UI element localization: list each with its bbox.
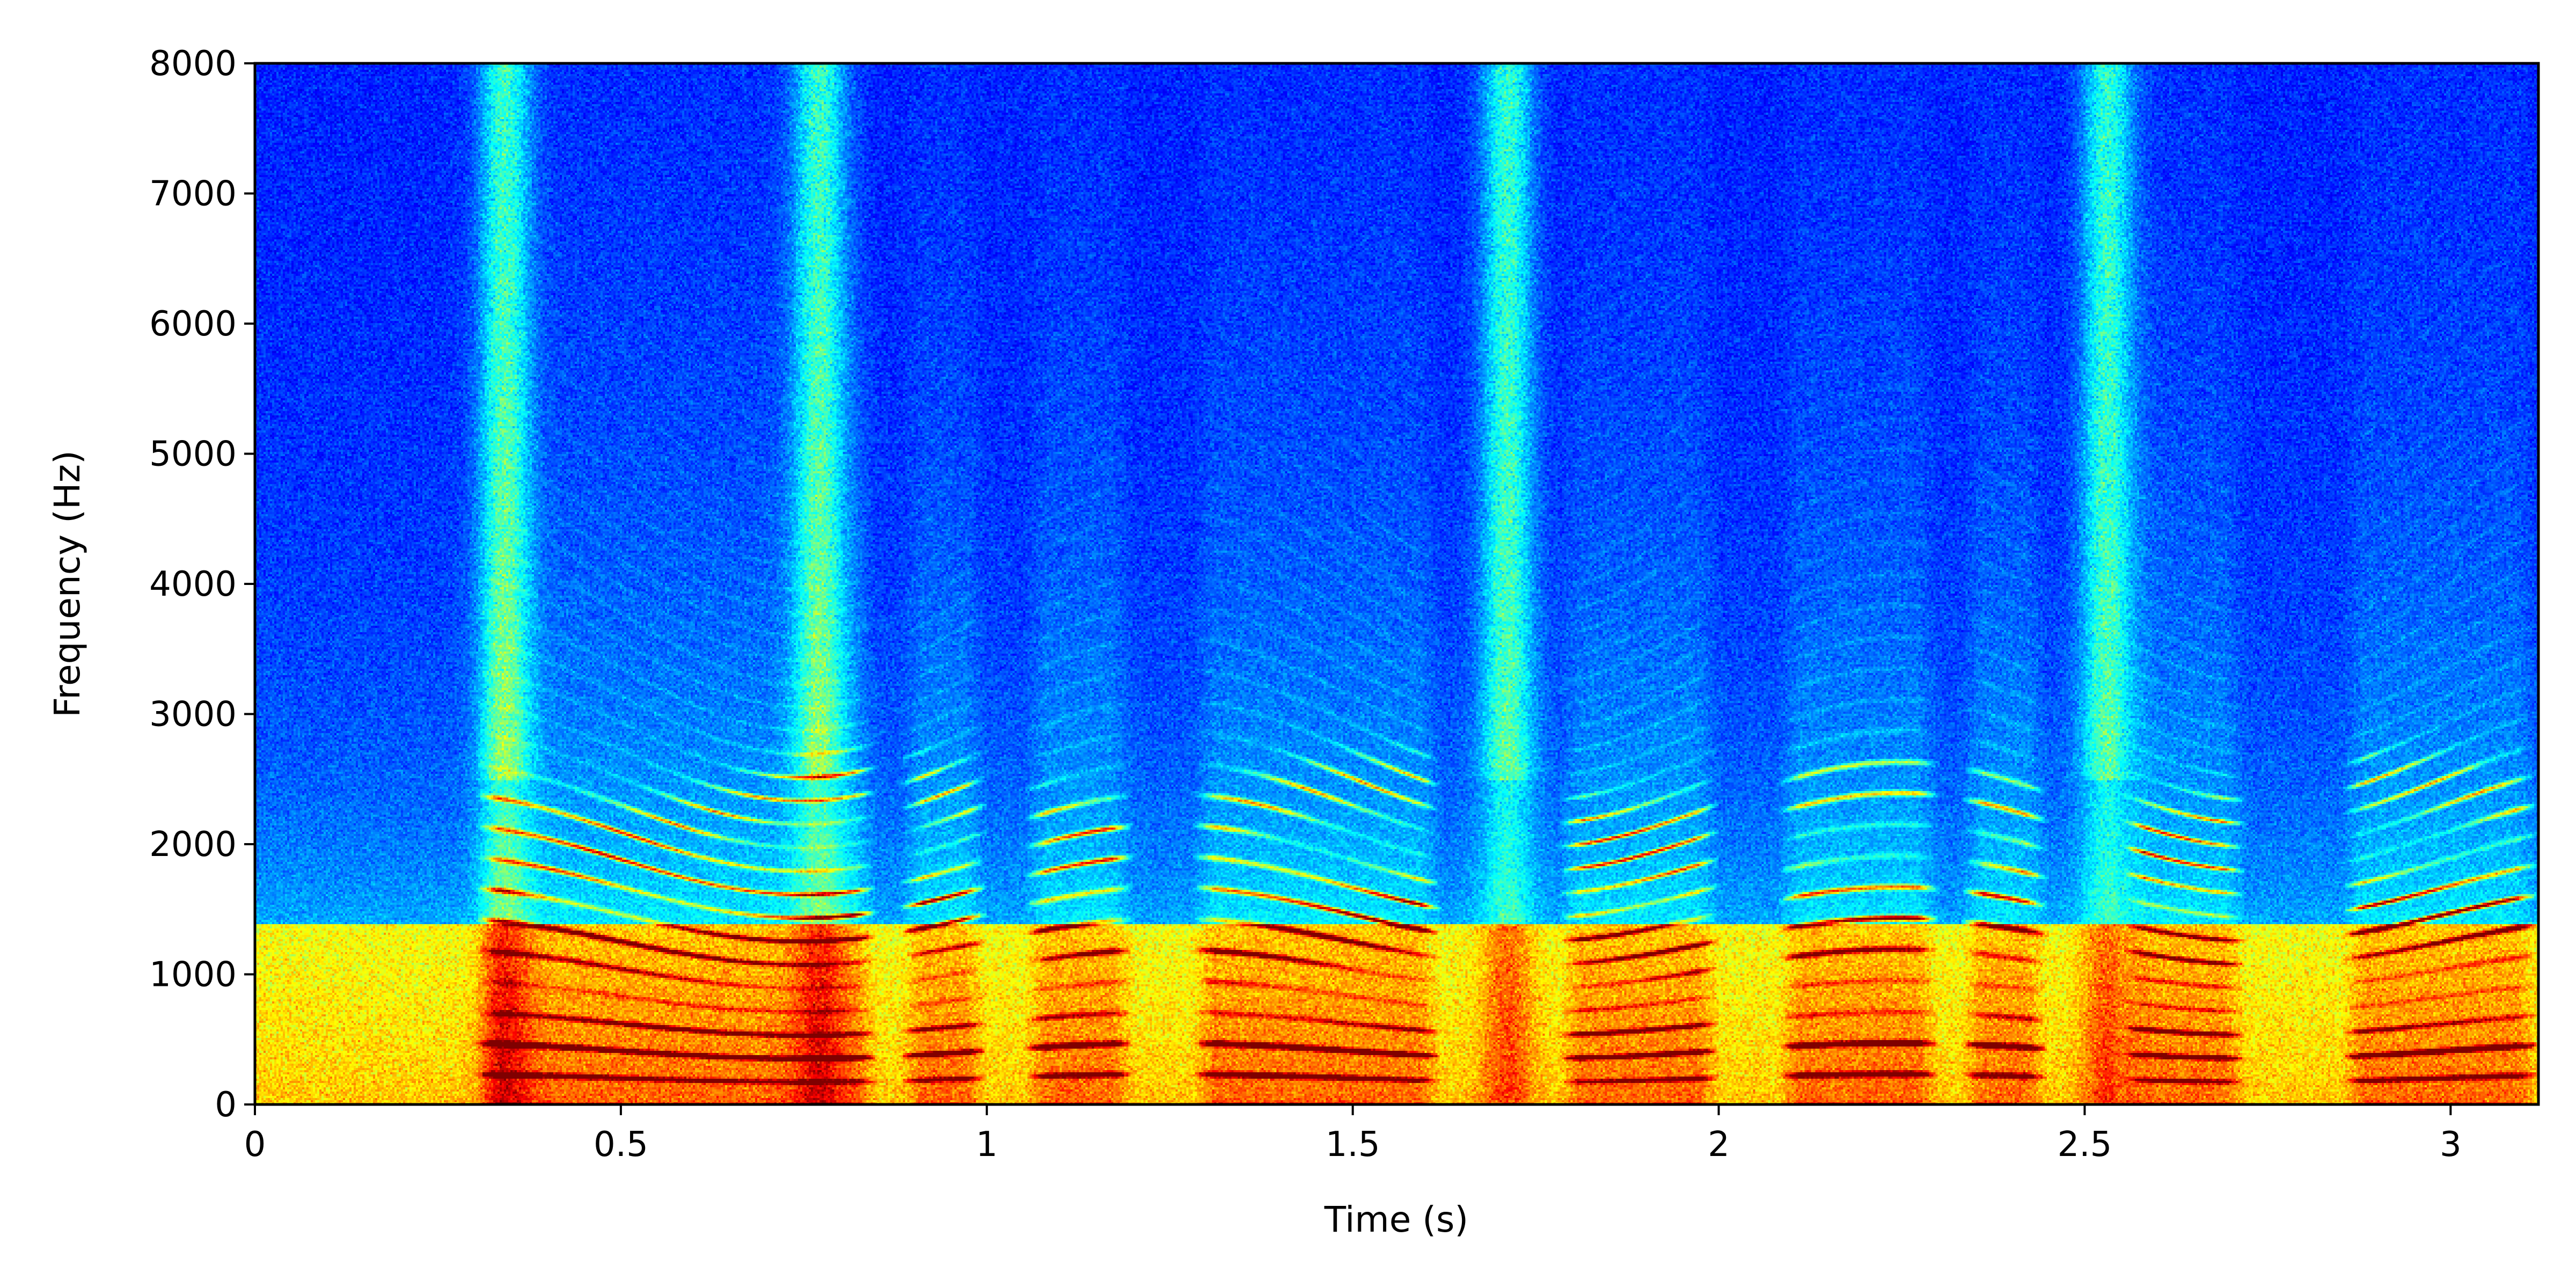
y-tick-label: 7000 (149, 174, 237, 214)
y-axis-label: Frequency (Hz) (47, 450, 88, 718)
plot-area (253, 62, 2540, 1106)
y-tick-label: 5000 (149, 435, 237, 474)
y-axis: 0 1000 2000 3000 4000 5000 6000 7000 8000 (149, 44, 255, 1125)
y-tick-label: 4000 (149, 565, 237, 604)
x-tick-label: 0 (244, 1125, 266, 1165)
x-axis-label: Time (s) (1324, 1199, 1468, 1240)
x-tick-label: 0.5 (594, 1125, 648, 1165)
x-tick-label: 2.5 (2058, 1125, 2112, 1165)
y-tick-label: 8000 (149, 44, 237, 84)
y-tick-label: 0 (215, 1085, 237, 1125)
x-tick-label: 3 (2440, 1125, 2462, 1165)
spectrogram-heatmap (255, 63, 2538, 1104)
y-tick-label: 6000 (149, 304, 237, 344)
y-tick-label: 2000 (149, 825, 237, 865)
y-tick-label: 3000 (149, 695, 237, 735)
x-tick-label: 1.5 (1326, 1125, 1380, 1165)
x-tick-label: 2 (1708, 1125, 1730, 1165)
y-tick-label: 1000 (149, 955, 237, 995)
x-axis: 0 0.5 1 1.5 2 2.5 3 (244, 1104, 2462, 1165)
x-tick-label: 1 (976, 1125, 998, 1165)
